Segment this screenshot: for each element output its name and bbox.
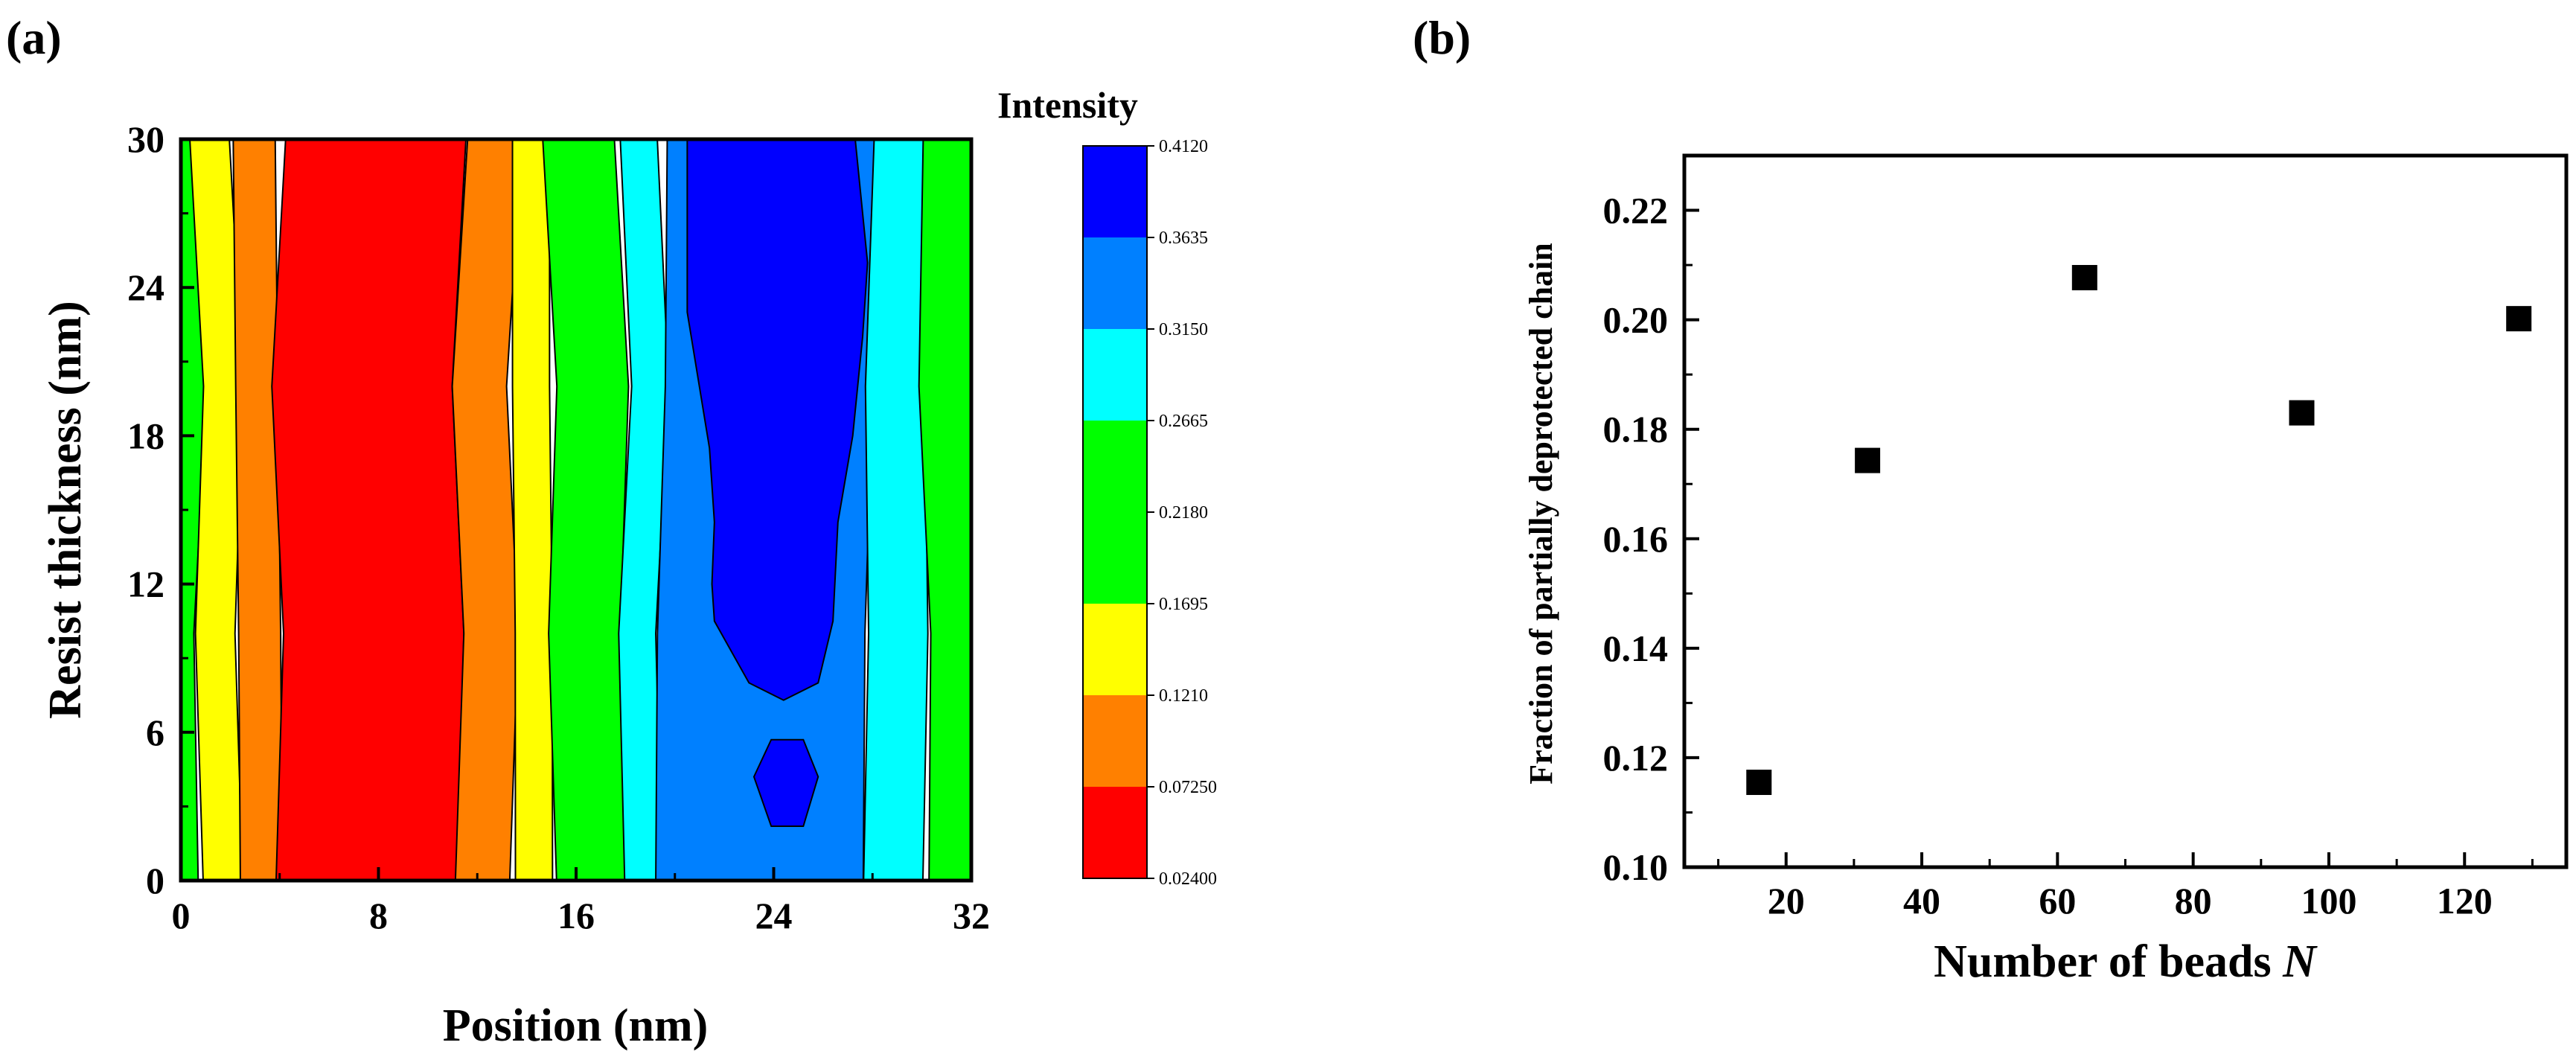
colorbar-segment	[1083, 695, 1147, 787]
colorbar-segment	[1083, 787, 1147, 878]
contour-peak-region	[686, 139, 869, 701]
contour-band-8	[618, 139, 670, 881]
scatter-point-2	[1855, 447, 1881, 473]
contour-band-11	[918, 139, 971, 881]
colorbar-level-label: 0.07250	[1159, 778, 1217, 797]
panel-label-b: (b)	[1413, 11, 1471, 64]
colorbar-level-label: 0.3635	[1159, 229, 1208, 248]
heatmap-x-tick-label: 8	[369, 895, 388, 936]
scatter-y-axis-title: Fraction of partially deprotected chain	[1523, 243, 1559, 785]
scatter-plot-frame	[1682, 153, 2569, 869]
contour-map	[181, 139, 971, 881]
panel-b: 20 40 60 80 100 120 0.10 0.12 0.14 0.16 0.18 0.20 0.…	[1523, 153, 2569, 987]
heatmap-y-tick-label: 6	[146, 712, 164, 753]
colorbar-segment	[1083, 421, 1147, 512]
colorbar-segment	[1083, 329, 1147, 421]
colorbar-level-label: 0.1695	[1159, 595, 1208, 614]
scatter-y-tick-label: 0.18	[1603, 409, 1669, 450]
contour-band-5	[451, 139, 523, 881]
heatmap-y-tick-label: 12	[127, 563, 164, 605]
colorbar-level-label: 0.2180	[1159, 503, 1208, 523]
heatmap-y-tick-label: 18	[127, 415, 164, 456]
heatmap-y-axis-title: Resist thickness (nm)	[40, 301, 91, 718]
colorbar-level-label: 0.1210	[1159, 686, 1208, 706]
heatmap-x-tick-label: 32	[953, 895, 990, 936]
scatter-y-tick-label: 0.16	[1603, 518, 1669, 560]
contour-band-4	[271, 139, 467, 881]
scatter-point-4	[2289, 400, 2315, 426]
heatmap-x-tick-label: 0	[172, 895, 191, 936]
heatmap-ticks: 0 8 16 24 32 0 6 12 18 24 30	[127, 118, 990, 936]
scatter-y-tick-label: 0.12	[1603, 737, 1669, 779]
panel-a: 0 8 16 24 32 0 6 12 18 24 30 Position (nm) Resist …	[40, 84, 1217, 1051]
heatmap-x-axis-title: Position (nm)	[443, 1000, 709, 1051]
colorbar-segment	[1083, 604, 1147, 695]
colorbar-segment	[1083, 146, 1147, 237]
scatter-x-axis-title: Number of beads N	[1934, 936, 2318, 987]
contour-band-7	[542, 139, 630, 881]
scatter-x-tick-label: 100	[2301, 880, 2356, 922]
scatter-point-3	[2071, 264, 2097, 290]
contour-peak-island	[752, 738, 819, 827]
heatmap-y-tick-label: 0	[146, 860, 164, 901]
heatmap-y-tick-label: 30	[127, 118, 164, 160]
heatmap-plot-frame	[179, 137, 974, 883]
colorbar-level-label: 0.4120	[1159, 137, 1208, 156]
scatter-x-tick-label: 20	[1768, 880, 1805, 922]
scatter-x-axis-title-text: Number of beads	[1934, 936, 2283, 987]
colorbar-level-label: 0.2665	[1159, 412, 1208, 431]
colorbar-segment	[1083, 237, 1147, 329]
scatter-ticks: 20 40 60 80 100 120 0.10 0.12 0.14 0.16 0.18 0.20 0.…	[1603, 190, 2534, 922]
heatmap-x-tick-label: 24	[755, 895, 793, 936]
colorbar: 0.02400 0.07250 0.1210 0.1695 0.2180 0.2665 0.…	[1082, 137, 1217, 889]
contour-band-3	[232, 139, 284, 881]
scatter-points	[1746, 264, 2532, 796]
colorbar-level-label: 0.02400	[1159, 869, 1217, 889]
panel-label-a: (a)	[6, 11, 62, 64]
scatter-y-tick-label: 0.22	[1603, 190, 1669, 231]
scatter-point-5	[2506, 306, 2532, 332]
scatter-y-tick-label: 0.14	[1603, 627, 1669, 669]
scatter-x-tick-label: 120	[2437, 880, 2493, 922]
scatter-x-tick-label: 80	[2175, 880, 2212, 922]
scatter-y-tick-label: 0.10	[1603, 846, 1669, 888]
scatter-x-axis-title-italic: N	[2282, 936, 2318, 987]
colorbar-level-label: 0.3150	[1159, 320, 1208, 339]
scatter-x-tick-label: 60	[2039, 880, 2076, 922]
scatter-x-tick-label: 40	[1903, 880, 1940, 922]
heatmap-x-tick-label: 16	[557, 895, 595, 936]
scatter-point-1	[1746, 770, 1772, 796]
scatter-y-tick-label: 0.20	[1603, 299, 1669, 341]
contour-band-6	[511, 139, 554, 881]
colorbar-title: Intensity	[997, 84, 1138, 126]
heatmap-y-tick-label: 24	[127, 266, 164, 308]
colorbar-segment	[1083, 512, 1147, 604]
